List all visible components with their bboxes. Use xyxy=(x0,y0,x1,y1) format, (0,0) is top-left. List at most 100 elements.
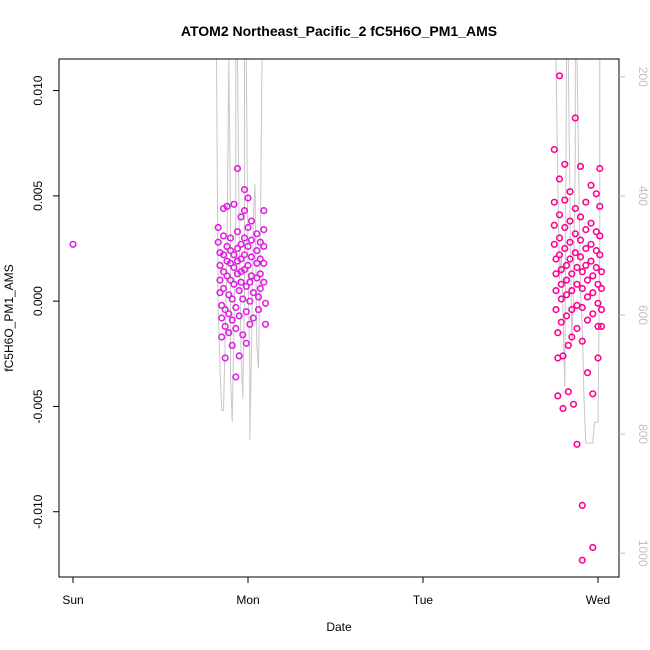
point-layer xyxy=(69,72,606,564)
pressure-line xyxy=(216,59,601,444)
data-point xyxy=(589,310,597,318)
data-point xyxy=(561,160,569,168)
data-point xyxy=(235,352,243,360)
data-point xyxy=(571,204,579,213)
y-tick-label: 0.000 xyxy=(31,286,45,316)
data-point xyxy=(246,320,254,328)
data-point xyxy=(562,291,571,299)
data-point xyxy=(256,270,264,278)
data-point xyxy=(260,242,268,250)
x-tick-label: Wed xyxy=(586,593,610,607)
data-point xyxy=(260,226,268,234)
data-point xyxy=(233,244,242,253)
data-point xyxy=(253,259,261,267)
right-axis: 200 400 600 800 1000 xyxy=(619,67,650,567)
data-point xyxy=(223,242,231,250)
data-point xyxy=(253,247,261,255)
data-point xyxy=(247,253,256,261)
data-point xyxy=(566,188,574,196)
data-point xyxy=(571,230,579,238)
data-point xyxy=(582,198,590,206)
data-point xyxy=(216,276,224,284)
data-point xyxy=(230,200,238,208)
data-point xyxy=(244,223,252,232)
data-point xyxy=(221,354,229,362)
data-point xyxy=(219,284,228,293)
data-point xyxy=(261,299,270,307)
data-point xyxy=(550,240,558,248)
data-point xyxy=(214,238,222,246)
data-point xyxy=(597,322,606,331)
data-point xyxy=(230,280,238,288)
y-tick-label: 0.005 xyxy=(31,181,45,211)
data-point xyxy=(589,390,597,398)
data-point xyxy=(573,324,581,333)
data-point xyxy=(596,164,604,173)
data-point xyxy=(214,223,222,232)
data-point xyxy=(550,145,558,154)
x-axis-label: Date xyxy=(326,620,352,634)
data-point xyxy=(597,284,606,293)
right-tick-label: 200 xyxy=(636,67,650,87)
data-point xyxy=(578,268,586,276)
plot-frame xyxy=(58,58,620,578)
data-point xyxy=(555,234,564,242)
data-point xyxy=(242,339,250,347)
data-point xyxy=(597,268,606,276)
x-tick-label: Tue xyxy=(413,593,434,607)
data-point xyxy=(594,322,602,331)
pressure-line-layer xyxy=(216,59,601,444)
data-point xyxy=(235,312,243,320)
data-point xyxy=(566,238,574,246)
data-point xyxy=(583,369,592,377)
data-point xyxy=(568,287,576,295)
data-point xyxy=(237,255,245,263)
data-point xyxy=(216,289,224,297)
x-axis: Sun Mon Tue Wed xyxy=(62,577,610,607)
data-point xyxy=(225,291,233,299)
right-tick-label: 1000 xyxy=(636,540,650,567)
data-point xyxy=(228,295,236,303)
data-point xyxy=(562,261,571,270)
data-point xyxy=(240,234,249,242)
data-point xyxy=(576,236,585,244)
data-point xyxy=(555,175,564,183)
data-point xyxy=(587,240,595,248)
data-point xyxy=(552,255,560,263)
data-point xyxy=(589,289,597,297)
data-point xyxy=(237,213,245,221)
data-point xyxy=(240,186,249,194)
data-point xyxy=(230,251,238,259)
data-point xyxy=(554,329,562,337)
data-point xyxy=(260,259,268,267)
data-point xyxy=(226,234,235,242)
data-point xyxy=(218,333,226,341)
data-point xyxy=(557,318,565,326)
data-point xyxy=(244,242,252,250)
data-point xyxy=(223,272,231,280)
data-point xyxy=(587,257,595,265)
data-point xyxy=(594,354,602,362)
data-point xyxy=(552,287,560,295)
data-point xyxy=(550,198,558,206)
data-point xyxy=(256,255,264,263)
data-point xyxy=(552,306,560,314)
data-point xyxy=(578,337,586,345)
data-point xyxy=(583,293,592,301)
data-point xyxy=(568,306,576,314)
data-point xyxy=(576,162,585,170)
data-point xyxy=(571,249,579,257)
data-point xyxy=(219,232,228,240)
data-point xyxy=(555,72,564,80)
data-point xyxy=(237,240,245,248)
data-point xyxy=(218,301,226,310)
data-point xyxy=(249,314,257,322)
data-point xyxy=(583,276,592,284)
x-tick-label: Sun xyxy=(62,593,83,607)
data-point xyxy=(226,259,235,267)
data-point xyxy=(219,251,228,259)
data-point xyxy=(218,314,226,322)
right-tick-label: 400 xyxy=(636,186,650,206)
data-point xyxy=(554,392,562,400)
